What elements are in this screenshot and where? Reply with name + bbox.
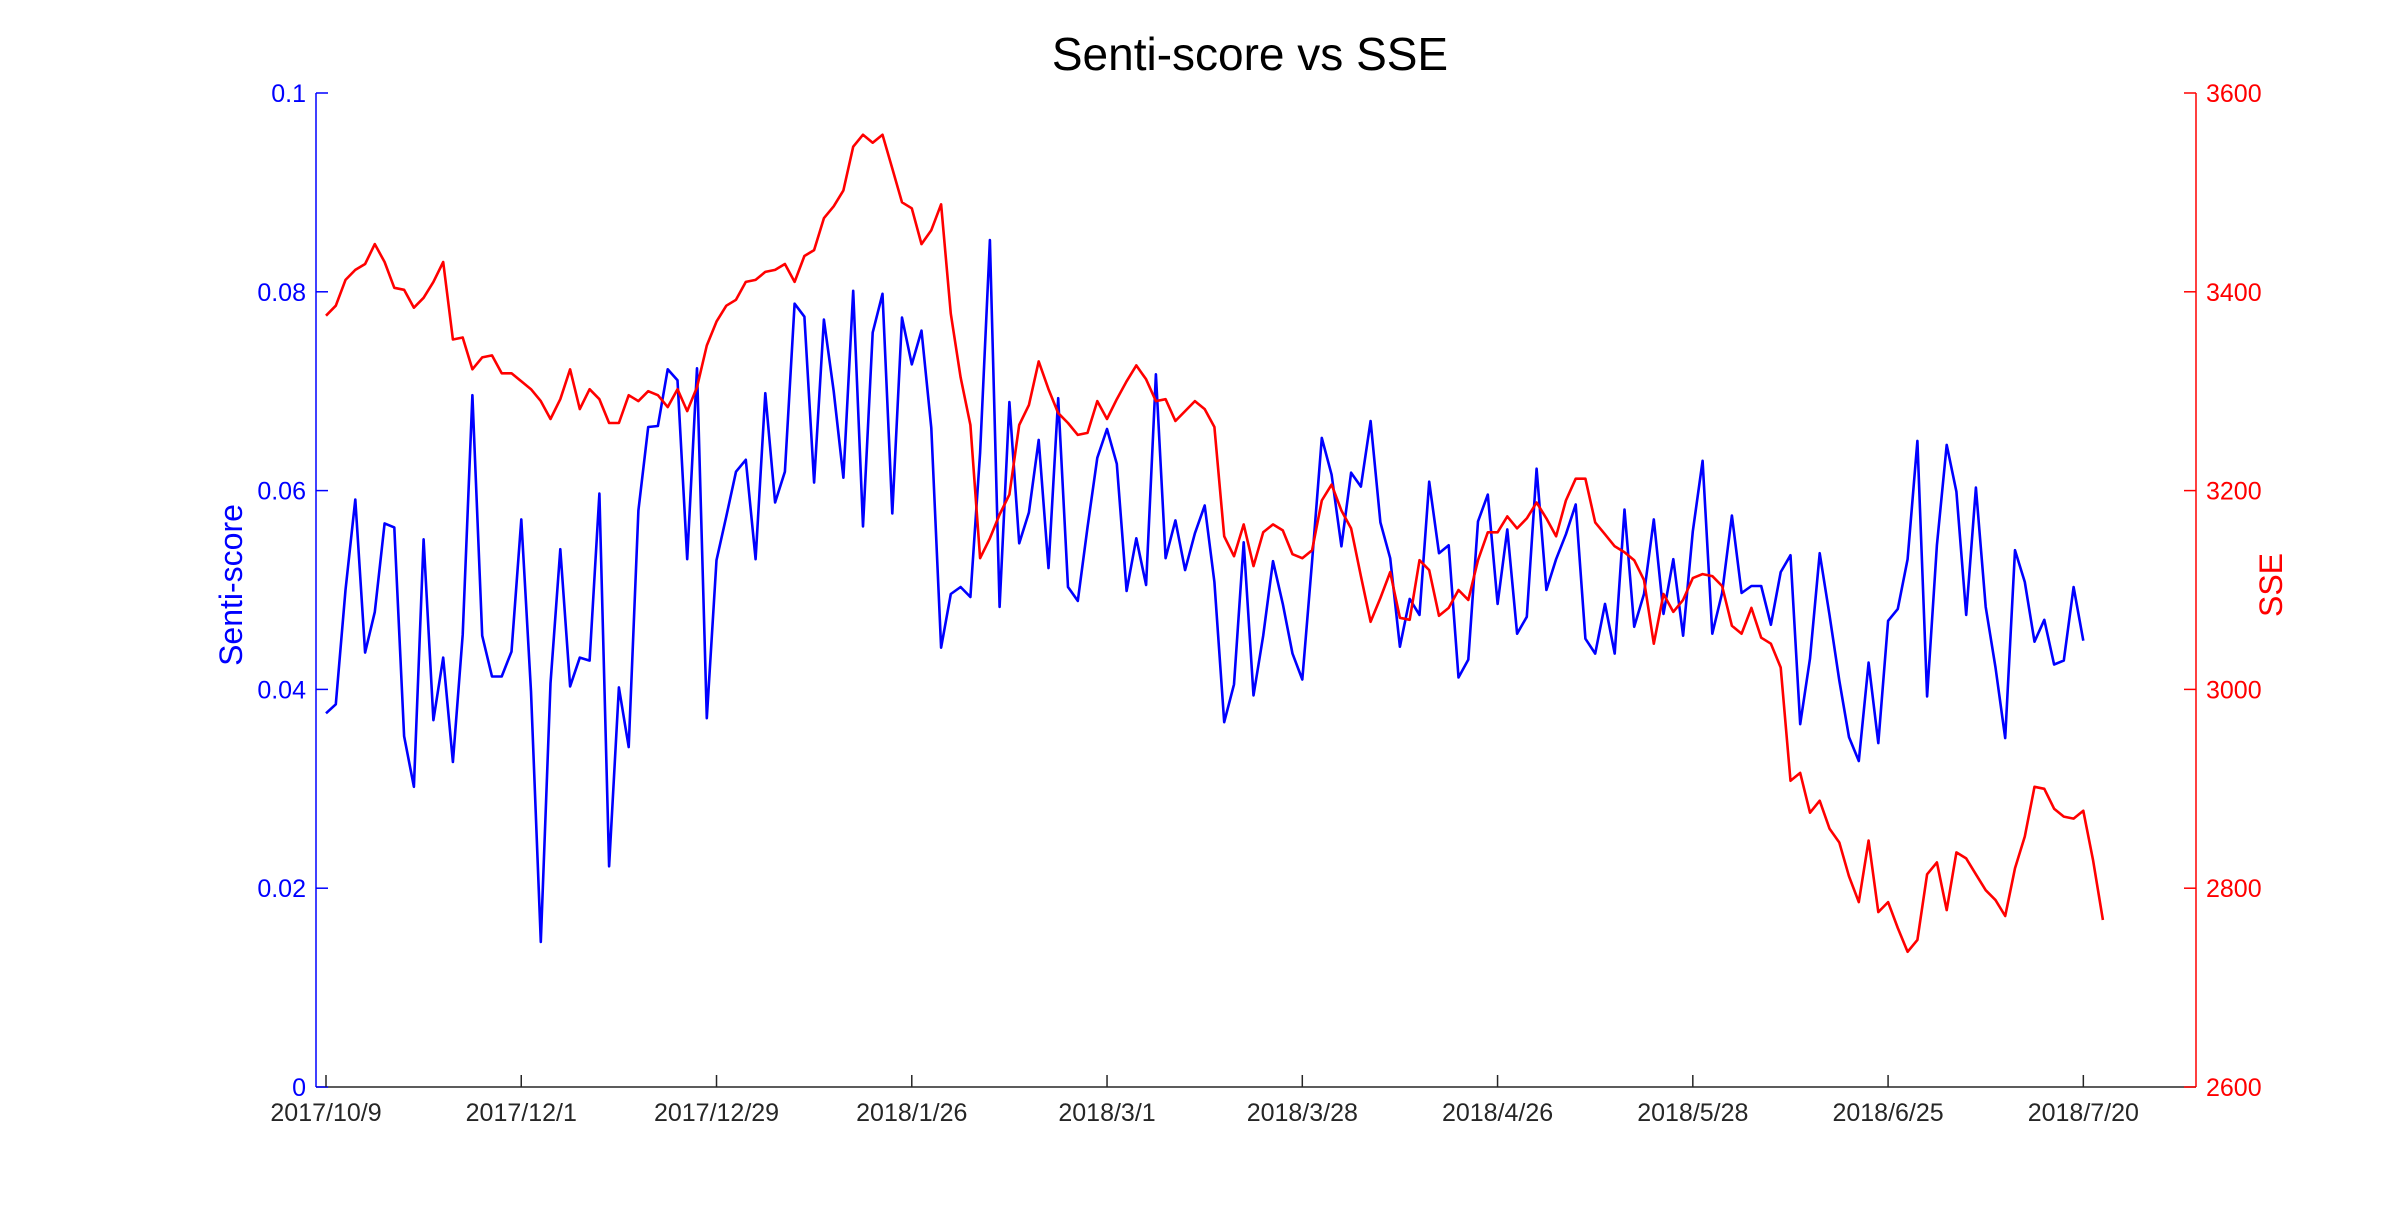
y-right-tick-label: 3400 [2206,279,2262,307]
y-right-tick-label: 2800 [2206,875,2262,903]
x-tick-label: 2017/12/29 [654,1099,779,1127]
y-left-tick-label: 0.1 [271,80,306,108]
y-right-tick-label: 3000 [2206,676,2262,704]
x-tick-label: 2018/1/26 [856,1099,967,1127]
x-tick-label: 2017/10/9 [270,1099,381,1127]
series-layer [325,133,2105,954]
y-right-tick-label: 2600 [2206,1074,2262,1102]
y-right-tick-label: 3200 [2206,478,2262,506]
x-tick-label: 2018/7/20 [2028,1099,2139,1127]
chart-title: Senti-score vs SSE [1052,28,1448,80]
x-tick-label: 2018/3/1 [1058,1099,1155,1127]
axes: 0 0.02 0.04 0.06 0.08 0.1 2600 2800 3000 3200 3400… [257,80,2261,1127]
x-tick-label: 2018/4/26 [1442,1099,1553,1127]
y-left-tick-label: 0.04 [257,676,306,704]
y-axis-right-label: SSE [2253,553,2289,617]
x-tick-label: 2018/3/28 [1247,1099,1358,1127]
sse-line [325,133,2105,954]
y-left-tick-label: 0.02 [257,875,306,903]
y-left-tick-label: 0.08 [257,279,306,307]
y-left-tick-label: 0.06 [257,478,306,506]
x-tick-label: 2017/12/1 [466,1099,577,1127]
x-tick-label: 2018/6/25 [1832,1099,1943,1127]
senti-score-line [325,238,2085,944]
y-left-tick-label: 0 [292,1074,306,1102]
x-tick-label: 2018/5/28 [1637,1099,1748,1127]
y-right-tick-label: 3600 [2206,80,2262,108]
y-axis-left-label: Senti-score [213,504,249,666]
